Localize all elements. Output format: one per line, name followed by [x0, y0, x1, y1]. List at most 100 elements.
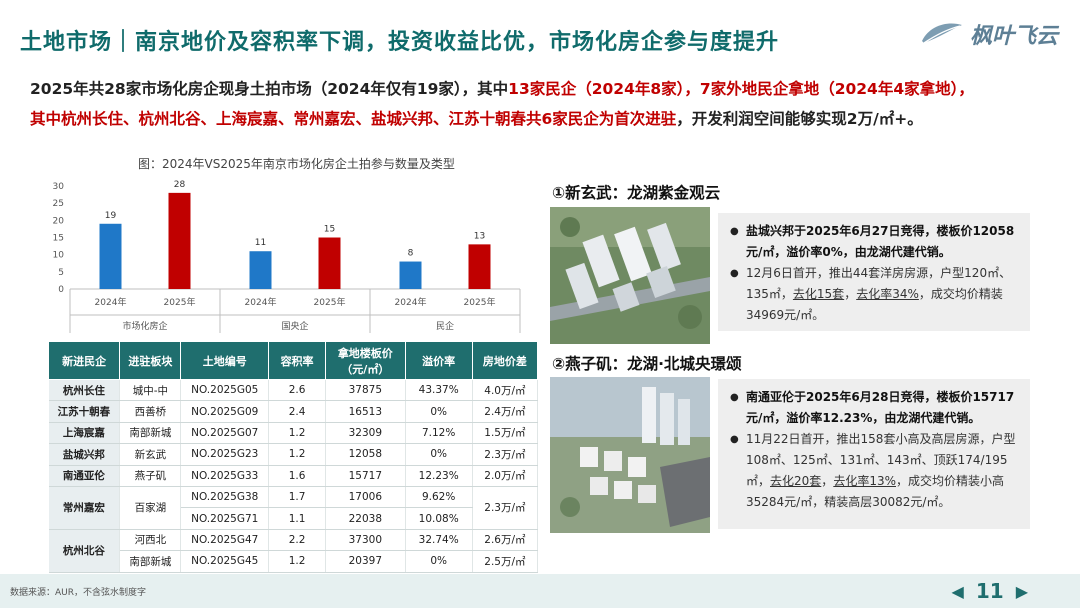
- project-title: ②燕子矶：龙湖·北城央璟颂: [552, 355, 742, 373]
- bullet-text: 11月22日首开，推出158套小高及高层房源，户型108㎡、125㎡、131㎡、…: [746, 432, 1016, 488]
- cell-developer: 杭州北谷: [48, 529, 121, 573]
- cell-floor-price: 20397: [325, 550, 406, 573]
- project-render-image: [550, 377, 710, 533]
- cell-floor-price: 15717: [325, 465, 406, 487]
- logo: 枫叶飞云: [920, 18, 1058, 50]
- bar: [99, 223, 122, 289]
- y-tick-label: 0: [58, 285, 64, 295]
- intro-text-3: 其中杭州长住、杭州北谷、上海宸嘉、常州嘉宏、盐城兴邦、江苏十朝春共6家民企为首次…: [30, 110, 677, 128]
- cell-price-gap: 2.5万/㎡: [472, 550, 539, 573]
- cell-plot-ratio: 2.6: [268, 379, 327, 402]
- cell-land-id: NO.2025G09: [180, 400, 270, 423]
- cell-district: 新玄武: [119, 443, 182, 466]
- project-render-image: [550, 207, 710, 344]
- cell-district: 燕子矶: [119, 465, 182, 487]
- cell-premium: 0%: [405, 550, 473, 573]
- bullet-highlight: 去化率34%: [856, 287, 919, 301]
- cell-plot-ratio: 1.2: [268, 550, 327, 573]
- bullet-text: ，成交均价精装34969元/㎡。: [746, 287, 1003, 322]
- page-title: 土地市场｜南京地价及容积率下调，投资收益比优，市场化房企参与度提升: [20, 30, 780, 55]
- cell-floor-price: 22038: [325, 507, 406, 530]
- bar: [168, 192, 191, 289]
- next-page-icon[interactable]: ▶: [1015, 581, 1028, 601]
- prev-page-icon[interactable]: ◀: [951, 581, 964, 601]
- x-tick-label: 2025年: [464, 296, 496, 308]
- project-bullet: 12月6日首开，推出44套洋房房源，户型120㎡、135㎡，去化15套，去化率3…: [730, 263, 1020, 326]
- x-tick-label: 2024年: [245, 296, 277, 308]
- cell-district: 河西北: [119, 529, 182, 552]
- bar: [318, 237, 341, 289]
- cell-district: 城中-中: [119, 379, 182, 402]
- group-label: 市场化房企: [122, 320, 167, 332]
- group-label: 民企: [436, 320, 454, 332]
- x-tick-label: 2025年: [314, 296, 346, 308]
- cell-premium: 7.12%: [405, 422, 473, 445]
- y-tick-label: 5: [58, 268, 64, 278]
- cell-land-id: NO.2025G07: [180, 422, 270, 445]
- cell-plot-ratio: 1.6: [268, 465, 327, 487]
- cell-developer: 常州嘉宏: [48, 486, 121, 530]
- bullet-highlight: 去化15套: [792, 287, 845, 301]
- cell-price-gap: 2.4万/㎡: [472, 400, 539, 423]
- cell-developer: 杭州长住: [48, 379, 121, 402]
- intro-text-4: ，开发利润空间能够实现2万/㎡+。: [676, 110, 923, 128]
- x-tick-label: 2024年: [95, 296, 127, 308]
- intro-paragraph: 2025年共28家市场化房企现身土拍市场（2024年仅有19家），其中13家民企…: [30, 74, 1060, 134]
- bullet-text: ，: [844, 287, 857, 301]
- table-row: 杭州北谷 河西北 NO.2025G47 2.2 37300 32.74% 2.6…: [48, 529, 539, 573]
- aerial-render-icon: [550, 377, 710, 533]
- data-label: 15: [324, 225, 335, 235]
- cell-price-gap: 1.5万/㎡: [472, 422, 539, 445]
- cell-premium: 12.23%: [405, 465, 473, 487]
- intro-text-2: 13家民企（2024年8家），7家外地民企拿地（2024年4家拿地），: [508, 80, 974, 98]
- col-header: 进驻板块: [119, 341, 182, 380]
- data-label: 28: [174, 180, 186, 190]
- table-row: 上海宸嘉 南部新城 NO.2025G07 1.2 32309 7.12% 1.5…: [48, 422, 539, 445]
- pager: ◀ 11 ▶: [952, 579, 1028, 603]
- cell-floor-price: 12058: [325, 443, 406, 466]
- cell-floor-price: 32309: [325, 422, 406, 445]
- cell-price-gap: 4.0万/㎡: [472, 379, 539, 402]
- x-tick-label: 2024年: [395, 296, 427, 308]
- cell-district: 南部新城: [119, 422, 182, 445]
- col-header: 拿地楼板价（元/㎡）: [325, 341, 406, 380]
- new-developers-table: 新进民企 进驻板块 土地编号 容积率 拿地楼板价（元/㎡） 溢价率 房地价差 杭…: [47, 341, 539, 573]
- cell-plot-ratio: 1.7: [268, 486, 327, 509]
- col-header: 溢价率: [404, 341, 473, 380]
- table-row: 南部新城 NO.2025G45 1.2 20397 0% 2.5万/㎡: [49, 550, 539, 573]
- cell-plot-ratio: 1.1: [268, 507, 327, 530]
- bar: [468, 244, 491, 289]
- table-row: 常州嘉宏 百家湖 NO.2025G38 1.7 17006 9.62% 2.3万…: [48, 486, 539, 530]
- cell-premium: 10.08%: [405, 507, 473, 530]
- project-bullet: 盐城兴邦于2025年6月27日竞得，楼板价12058元/㎡，溢价率0%，由龙湖代…: [730, 221, 1020, 263]
- table-row: 南通亚伦 燕子矶 NO.2025G33 1.6 15717 12.23% 2.0…: [48, 465, 539, 487]
- group-label: 国央企: [281, 320, 308, 332]
- cell-plot-ratio: 1.2: [268, 443, 327, 466]
- intro-text-1: 2025年共28家市场化房企现身土拍市场（2024年仅有19家），其中: [30, 80, 509, 98]
- table-row: 江苏十朝春 西善桥 NO.2025G09 2.4 16513 0% 2.4万/㎡: [48, 400, 539, 423]
- data-label: 19: [105, 211, 117, 221]
- cell-land-id: NO.2025G38: [180, 486, 270, 509]
- cell-plot-ratio: 1.2: [268, 422, 327, 445]
- cell-district: 南部新城: [119, 550, 182, 573]
- cell-premium: 32.74%: [405, 529, 473, 552]
- chart-title: 图：2024年VS2025年南京市场化房企土拍参与数量及类型: [138, 157, 455, 171]
- cell-premium: 9.62%: [405, 486, 473, 509]
- cell-land-id: NO.2025G33: [180, 465, 270, 487]
- bullet-highlight: 去化20套: [770, 474, 822, 488]
- cell-price-gap: 2.3万/㎡: [472, 486, 539, 530]
- cell-floor-price: 17006: [325, 486, 406, 509]
- cell-land-id: NO.2025G23: [180, 443, 270, 466]
- cell-floor-price: 37300: [325, 529, 406, 552]
- project-bullet: 南通亚伦于2025年6月28日竞得，楼板价15717元/㎡，溢价率12.23%，…: [730, 387, 1020, 429]
- cell-price-gap: 2.0万/㎡: [472, 465, 539, 487]
- bullet-text: 12月6日首开，推出44套洋房房源，户型120㎡、135㎡，: [746, 266, 1012, 301]
- cell-district: 百家湖: [119, 486, 182, 530]
- table-header-row: 新进民企 进驻板块 土地编号 容积率 拿地楼板价（元/㎡） 溢价率 房地价差: [47, 341, 539, 380]
- bullet-highlight: 去化率13%: [833, 474, 896, 488]
- y-tick-label: 30: [53, 182, 65, 192]
- table-row: NO.2025G71 1.1 22038 10.08%: [49, 507, 538, 530]
- cell-premium: 0%: [405, 400, 473, 423]
- logo-text: 枫叶飞云: [969, 24, 1058, 49]
